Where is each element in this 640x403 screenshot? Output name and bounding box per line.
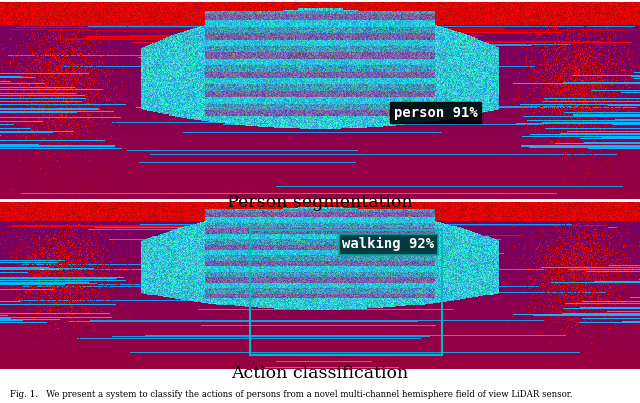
- Text: person 91%: person 91%: [394, 106, 477, 120]
- Text: walking 92%: walking 92%: [342, 237, 435, 251]
- Bar: [250, 230, 442, 355]
- Text: Fig. 1.   We present a system to classify the actions of persons from a novel mu: Fig. 1. We present a system to classify …: [10, 390, 572, 399]
- Text: Person segmentation: Person segmentation: [227, 194, 413, 211]
- Text: Action classification: Action classification: [232, 366, 408, 382]
